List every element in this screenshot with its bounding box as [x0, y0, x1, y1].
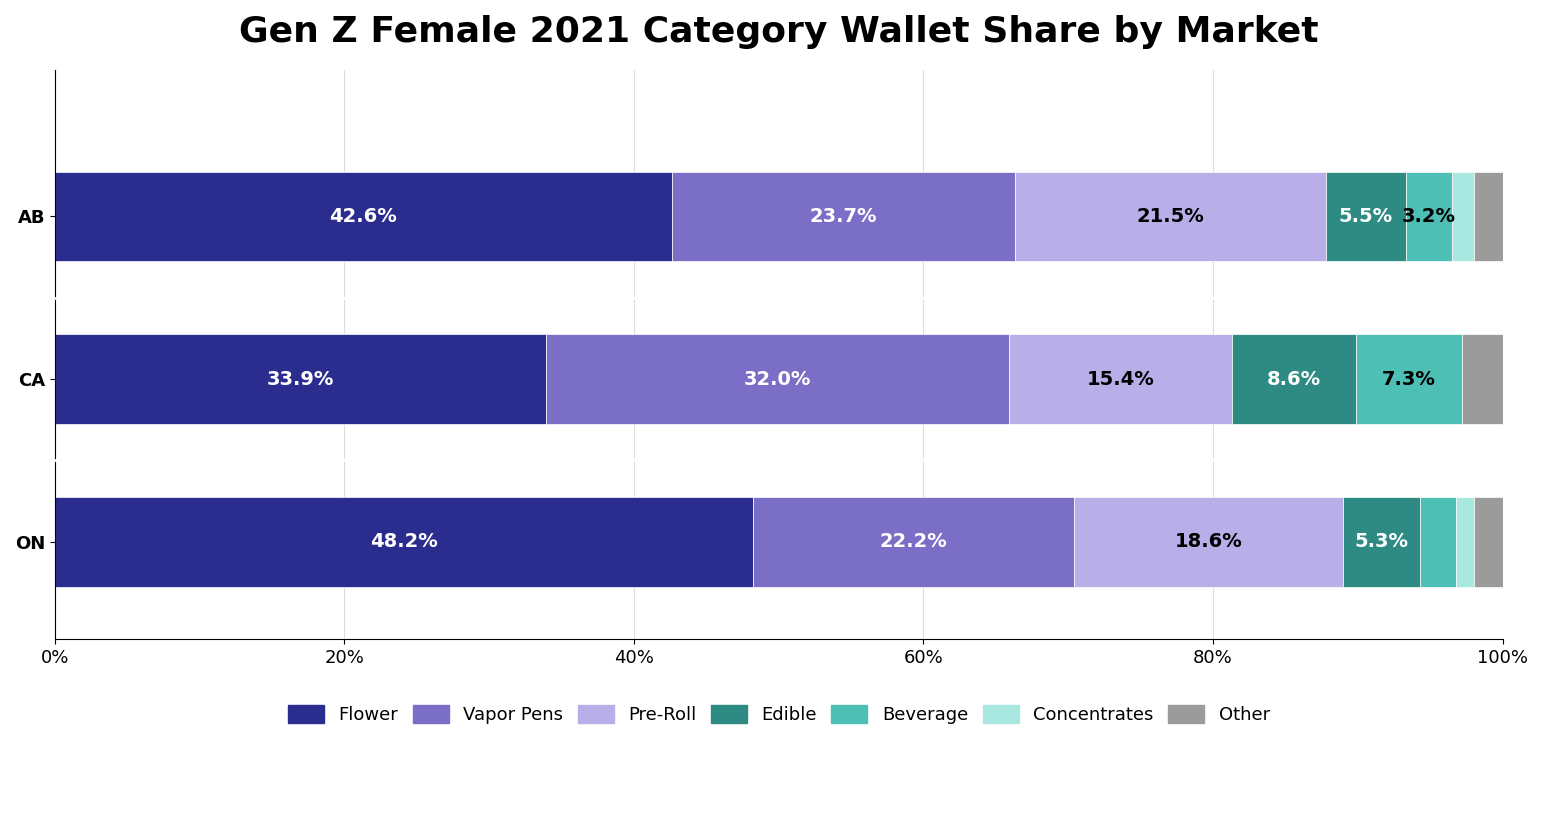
Text: 32.0%: 32.0%	[744, 369, 812, 388]
Text: 3.2%: 3.2%	[1401, 206, 1455, 225]
Bar	[1474, 172, 1503, 261]
Bar	[1457, 497, 1474, 586]
Text: 15.4%: 15.4%	[1086, 369, 1154, 388]
Bar	[56, 172, 671, 261]
Bar	[56, 335, 546, 424]
Bar	[1344, 497, 1420, 586]
Text: 48.2%: 48.2%	[370, 532, 438, 551]
Bar	[1420, 497, 1457, 586]
Bar	[671, 172, 1015, 261]
Title: Gen Z Female 2021 Category Wallet Share by Market: Gen Z Female 2021 Category Wallet Share …	[239, 15, 1319, 49]
Text: 22.2%: 22.2%	[880, 532, 947, 551]
Bar	[1074, 497, 1344, 586]
Text: 33.9%: 33.9%	[267, 369, 333, 388]
Text: 42.6%: 42.6%	[329, 206, 397, 225]
Bar	[56, 497, 753, 586]
Bar	[1406, 172, 1452, 261]
Legend: Flower, Vapor Pens, Pre-Roll, Edible, Beverage, Concentrates, Other: Flower, Vapor Pens, Pre-Roll, Edible, Be…	[279, 695, 1279, 733]
Text: 18.6%: 18.6%	[1174, 532, 1242, 551]
Bar	[1461, 335, 1503, 424]
Bar	[1009, 335, 1231, 424]
Text: 7.3%: 7.3%	[1383, 369, 1437, 388]
Bar	[1356, 335, 1461, 424]
Bar	[546, 335, 1009, 424]
Bar	[1452, 172, 1474, 261]
Text: 8.6%: 8.6%	[1267, 369, 1321, 388]
Text: 5.5%: 5.5%	[1339, 206, 1393, 225]
Bar	[1325, 172, 1406, 261]
Text: 23.7%: 23.7%	[810, 206, 876, 225]
Bar	[1231, 335, 1356, 424]
Text: 5.3%: 5.3%	[1355, 532, 1409, 551]
Text: 21.5%: 21.5%	[1136, 206, 1204, 225]
Bar	[1015, 172, 1325, 261]
Bar	[1474, 497, 1503, 586]
Bar	[753, 497, 1074, 586]
